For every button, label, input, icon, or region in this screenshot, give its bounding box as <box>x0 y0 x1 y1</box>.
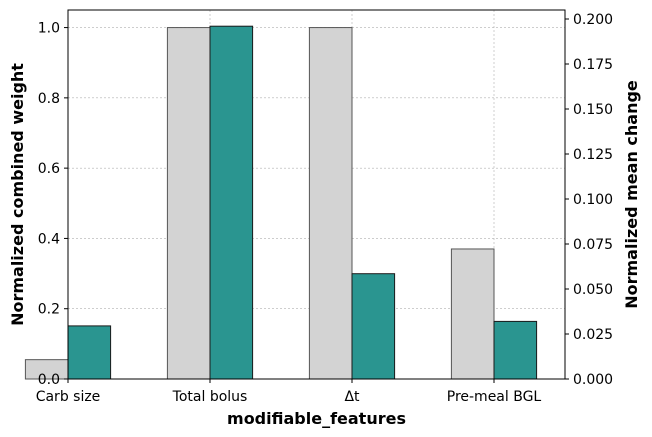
right-tick-label: 0.100 <box>573 192 613 208</box>
bar-mean-change <box>351 273 396 380</box>
right-tick-label: 0.200 <box>573 12 613 28</box>
left-tick-label: 1.0 <box>38 21 60 37</box>
left-tick-label: 0.0 <box>38 372 60 388</box>
left-y-axis: 0.0 0.2 0.4 0.6 0.8 1.0 <box>38 21 68 388</box>
right-tick-label: 0.150 <box>573 102 613 118</box>
bar-combined-weight <box>166 27 211 380</box>
left-tick-label: 0.4 <box>38 231 60 247</box>
left-tick-label: 0.2 <box>38 302 60 318</box>
right-tick-label: 0.175 <box>573 57 613 73</box>
left-tick-label: 0.6 <box>38 161 60 177</box>
right-tick-label: 0.050 <box>573 282 613 298</box>
right-tick-label: 0.025 <box>573 327 613 343</box>
bar-mean-change <box>67 325 112 380</box>
right-y-axis-label: Normalized mean change <box>622 80 641 309</box>
bars <box>24 25 538 380</box>
x-tick-label: Pre-meal BGL <box>447 389 542 405</box>
bar-mean-change <box>209 25 254 380</box>
x-tick-label: Δt <box>344 389 360 405</box>
right-tick-label: 0.000 <box>573 372 613 388</box>
plot-frame <box>67 9 566 380</box>
x-tick-label: Total bolus <box>172 389 248 405</box>
x-axis: Carb size Total bolus Δt Pre-meal BGL <box>36 379 542 405</box>
left-y-axis-label: Normalized combined weight <box>8 63 27 326</box>
bar-combined-weight <box>308 27 353 380</box>
x-axis-label: modifiable_features <box>227 409 406 428</box>
bar-combined-weight <box>450 248 495 380</box>
right-tick-label: 0.075 <box>573 237 613 253</box>
left-tick-label: 0.8 <box>38 91 60 107</box>
x-tick-label: Carb size <box>36 389 101 405</box>
bar-mean-change <box>493 320 538 380</box>
right-y-axis: 0.000 0.025 0.050 0.075 0.100 0.125 0.150 0.175… <box>565 12 613 388</box>
right-tick-label: 0.125 <box>573 147 613 163</box>
